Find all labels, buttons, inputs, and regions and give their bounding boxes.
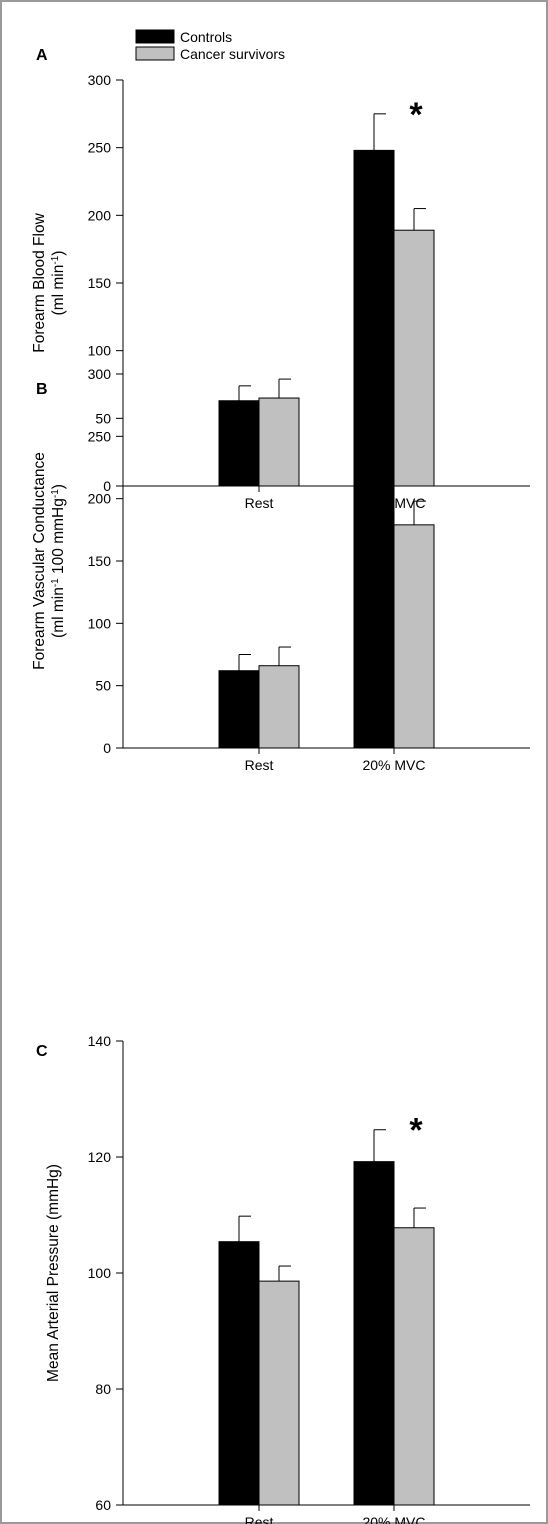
panel-a-bar-survivors: [393, 229, 435, 487]
panel-b-x-tick-label: 20% MVC: [362, 757, 425, 773]
legend-swatch-controls: [135, 29, 175, 44]
panel-a-y-axis-label: (ml min-1): [50, 251, 68, 316]
panel-b-bar-survivors: [258, 665, 300, 749]
panel-b-y-tick-label: 200: [88, 491, 112, 507]
panel-c-letter: C: [36, 1043, 48, 1060]
panel-a-y-tick-label: 300: [88, 72, 112, 88]
panel-a-y-tick-label: 0: [103, 478, 111, 494]
panel-a-y-tick-label: 150: [88, 275, 112, 291]
panel-b: B 0 50 100 150 200 250 300 Rest 20% MVC Forearm Va…: [31, 366, 530, 773]
panel-c-bar-controls: [353, 1161, 395, 1506]
panel-c-y-tick-label: 60: [95, 1497, 111, 1513]
panel-b-y-axis-label: (ml min-1 100 mmHg-1): [50, 484, 68, 638]
panel-a-significance-star: *: [409, 96, 423, 134]
panel-a-bar-controls: [353, 149, 395, 487]
panel-c: C 60 80 100 120 140 Rest 20% MVC * Mean Arterial …: [36, 1033, 530, 1524]
panel-c-bar-survivors: [258, 1280, 300, 1506]
panel-c-bar-survivors: [393, 1227, 435, 1506]
panel-b-y-tick-label: 50: [95, 678, 111, 694]
panel-c-y-tick-label: 120: [88, 1149, 112, 1165]
panel-a-y-tick-label: 200: [88, 207, 112, 223]
panel-a-y-tick-label: 100: [88, 343, 112, 359]
panel-a-bar-survivors: [258, 397, 300, 487]
panel-b-bar-controls: [353, 485, 395, 749]
panel-b-bar-survivors: [393, 524, 435, 749]
panel-c-bar-controls: [218, 1241, 260, 1506]
panel-c-x-tick-label: Rest: [245, 1514, 274, 1524]
legend-swatch-survivors: [135, 46, 175, 61]
panel-b-bar-controls: [218, 670, 260, 749]
panel-c-significance-star: *: [409, 1112, 423, 1150]
panel-a-letter: A: [36, 47, 48, 64]
panel-b-y-tick-label: 150: [88, 553, 112, 569]
panel-c-y-tick-label: 140: [88, 1033, 112, 1049]
panel-a-y-tick-label: 50: [95, 410, 111, 426]
legend-label-controls: Controls: [180, 29, 232, 45]
panel-b-x-tick-label: Rest: [245, 757, 274, 773]
panel-b-y-tick-label: 300: [88, 366, 112, 382]
panel-c-x-tick-label: 20% MVC: [362, 1514, 425, 1524]
legend-label-survivors: Cancer survivors: [180, 46, 285, 62]
panel-a-y-axis-label: Forearm Blood Flow: [31, 212, 48, 352]
panel-b-y-tick-label: 0: [103, 740, 111, 756]
panel-a-bar-controls: [218, 400, 260, 487]
panel-b-y-axis-label: Forearm Vascular Conductance: [31, 452, 48, 670]
panel-a-y-tick-label: 250: [88, 140, 112, 156]
panel-b-y-tick-label: 100: [88, 615, 112, 631]
panel-a-x-tick-label: Rest: [245, 495, 274, 511]
panel-c-y-axis-label: Mean Arterial Pressure (mmHg): [45, 1164, 62, 1382]
legend: Controls Cancer survivors: [135, 29, 285, 62]
panel-b-y-tick-label: 250: [88, 428, 112, 444]
panel-b-letter: B: [36, 381, 48, 398]
panel-c-y-tick-label: 100: [88, 1265, 112, 1281]
panel-c-y-tick-label: 80: [95, 1381, 111, 1397]
